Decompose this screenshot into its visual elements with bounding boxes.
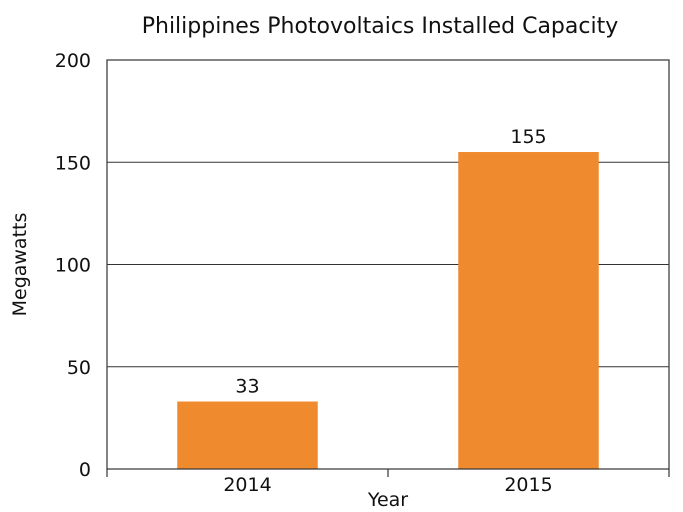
data-labels: 33 155: [235, 126, 546, 397]
bar-2014: [177, 401, 318, 469]
x-axis-ticks: 2014 2015: [106, 469, 670, 496]
data-label-2014: 33: [235, 376, 259, 398]
x-tick-label-2014: 2014: [223, 474, 271, 496]
bars: [177, 152, 599, 469]
y-axis-ticks: 0 50 100 150 200: [55, 50, 91, 481]
y-axis-label: Megawatts: [9, 213, 31, 317]
y-tick-label: 150: [55, 152, 91, 174]
chart-title: Philippines Photovoltaics Installed Capa…: [142, 14, 619, 39]
y-tick-label: 0: [79, 459, 91, 481]
bar-2015: [458, 152, 599, 469]
data-label-2015: 155: [510, 126, 546, 148]
y-tick-label: 100: [55, 255, 91, 277]
x-tick-label-2015: 2015: [504, 474, 552, 496]
x-axis-label: Year: [367, 489, 408, 511]
y-tick-label: 50: [67, 357, 91, 379]
y-tick-label: 200: [55, 50, 91, 72]
